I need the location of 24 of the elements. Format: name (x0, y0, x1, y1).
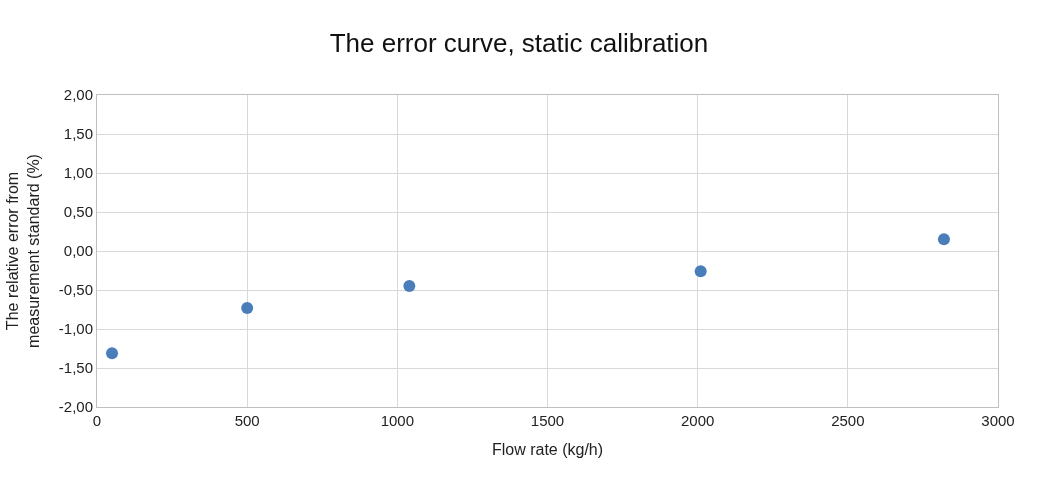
point (937, 233, 950, 246)
chart-title: The error curve, static calibration (329, 27, 709, 58)
y-tick-label: -1,00 (58, 320, 93, 338)
y-tick-label: 2,00 (63, 86, 93, 104)
y-axis-title: The relative error from measurement standard (%) (3, 154, 42, 348)
x-tick-label: 1000 (380, 412, 415, 429)
y-tick-label: 1,00 (63, 164, 93, 182)
x-axis-title: Flow rate (kg/h) (491, 440, 604, 458)
point (106, 347, 119, 360)
x-tick-label: 0 (92, 412, 102, 429)
x-tick-label: 2000 (680, 412, 715, 429)
x-tick-label: 3000 (981, 412, 1015, 429)
x-tick-label: 1500 (530, 412, 565, 429)
y-tick-label: 0,00 (63, 242, 93, 260)
point (403, 280, 416, 293)
y-tick-label: -2,00 (58, 398, 93, 416)
y-tick-label: 1,50 (63, 125, 93, 143)
y-tick-label: 0,50 (63, 203, 93, 221)
y-tick-label: -0,50 (58, 281, 93, 299)
x-tick-label: 500 (234, 412, 260, 429)
y-tick-label: -1,50 (58, 359, 93, 377)
point (241, 301, 254, 314)
x-tick-label: 2500 (831, 412, 865, 429)
point (694, 265, 707, 278)
